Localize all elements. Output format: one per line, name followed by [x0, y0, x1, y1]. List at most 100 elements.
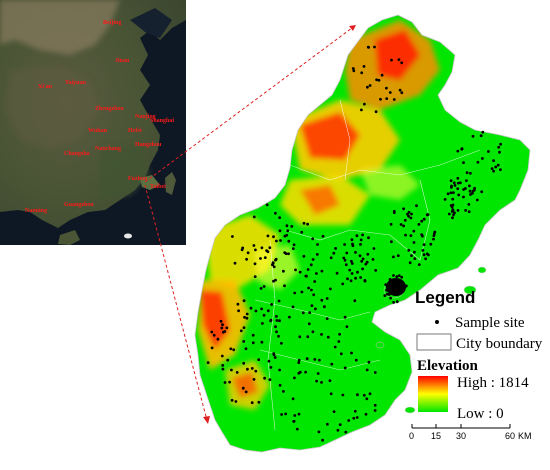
sample-site-dot [368, 392, 372, 396]
legend-city-boundary: City boundary [456, 336, 543, 352]
sample-site-dot [361, 257, 365, 261]
sample-site-dot [475, 198, 479, 202]
callout-line-bottom [144, 184, 209, 425]
sample-site-dot [365, 397, 369, 401]
sample-site-dot [308, 311, 312, 314]
sample-site-dot [233, 261, 237, 265]
sample-site-dot [283, 284, 286, 288]
sample-site-dot [278, 229, 282, 233]
sample-site-dot [443, 198, 447, 201]
sample-site-dot [409, 216, 413, 220]
sample-site-dot [380, 73, 384, 77]
sample-site-dot [278, 319, 281, 323]
sample-site-dot [354, 358, 358, 362]
sample-site-dot [347, 419, 351, 422]
scale-tick-30: 30 [456, 431, 466, 441]
sample-site-dot [260, 307, 263, 311]
sample-site-dot [252, 244, 256, 247]
sample-site-dot [310, 288, 313, 292]
sample-site-dot [460, 147, 464, 151]
sample-site-dot [221, 330, 225, 334]
sample-site-dot [362, 393, 366, 397]
sample-site-dot [362, 65, 366, 68]
sample-site-dot [263, 256, 267, 259]
scale-tick-15: 15 [431, 431, 441, 441]
sample-site-dot [400, 275, 404, 279]
sample-site-dot [284, 252, 288, 256]
sample-site-dot [468, 189, 472, 193]
overview-basin [5, 65, 100, 150]
sample-site-dot [348, 268, 352, 272]
sample-site-dot [231, 235, 234, 238]
city-label: Jinan [115, 58, 130, 64]
sample-site-dot [471, 189, 475, 193]
sample-site-dot [398, 88, 402, 92]
sample-site-dot [338, 332, 341, 336]
sample-site-dot [314, 307, 317, 311]
sample-site-dot [236, 302, 240, 306]
sample-site-dot [230, 398, 234, 402]
sample-site-dot [229, 347, 233, 351]
sample-site-dot [373, 371, 377, 374]
sample-site-dot [410, 254, 413, 257]
sample-site-dot [220, 354, 224, 358]
sample-site-dot [344, 430, 348, 434]
sample-site-dot [320, 269, 324, 273]
sample-site-dot [253, 262, 257, 266]
sample-site-dot [311, 258, 315, 261]
sample-site-dot [272, 265, 276, 269]
sample-site-dot [492, 159, 495, 163]
sample-site-dot [383, 294, 387, 297]
sample-site-dot [278, 216, 282, 220]
legend-title: Legend [415, 288, 475, 307]
callout-arrow-top [349, 25, 356, 31]
sample-site-dot [210, 346, 214, 350]
sample-site-dot [373, 403, 377, 407]
sample-site-dot [279, 239, 282, 242]
sample-site-dot [404, 233, 407, 237]
sample-site-dot [287, 252, 290, 256]
sample-site-dot [267, 359, 271, 363]
city-label: Shanghai [150, 118, 174, 124]
sample-site-dot [410, 212, 413, 216]
sample-site-dot [465, 171, 469, 175]
sample-site-dot [293, 291, 297, 295]
sample-site-dot [254, 248, 257, 252]
overview-plateau [0, 0, 120, 55]
sample-site-dot [392, 301, 395, 304]
sample-site-dot [350, 259, 353, 263]
sample-site-dot [359, 276, 362, 279]
sample-site-dot [291, 247, 295, 251]
sample-site-dot [373, 409, 377, 412]
sample-site-dot [275, 319, 279, 322]
sample-site-dot [413, 257, 417, 260]
sample-site-dot [481, 130, 485, 134]
sample-site-dot [332, 251, 336, 255]
sample-site-dot [364, 412, 368, 416]
sample-site-dot [282, 269, 285, 273]
sample-site-dot [469, 193, 472, 196]
sample-site-dot [310, 304, 314, 307]
sample-site-dot [341, 282, 345, 286]
sample-site-dot [494, 165, 498, 169]
sample-site-dot [355, 416, 359, 419]
sample-site-dot [469, 171, 472, 175]
sample-site-dot [365, 368, 369, 372]
legend-high-label: High : 1814 [457, 375, 529, 391]
sample-site-dot [446, 192, 450, 196]
sample-site-dot [389, 296, 392, 300]
sample-site-dot [291, 305, 295, 309]
sample-site-dot [346, 277, 349, 281]
sample-site-dot [292, 419, 296, 423]
sample-site-dot [336, 428, 340, 432]
sample-site-dot [287, 239, 291, 243]
sample-site-dot [297, 371, 301, 375]
city-label: Changsha [64, 151, 90, 157]
sample-site-dot [339, 352, 343, 356]
sample-site-dot [403, 218, 407, 222]
sample-site-dot [286, 229, 290, 233]
sample-site-dot [294, 268, 297, 272]
sample-site-dot [366, 85, 369, 89]
sample-site-dot [228, 380, 232, 384]
sample-site-dot [328, 379, 332, 383]
